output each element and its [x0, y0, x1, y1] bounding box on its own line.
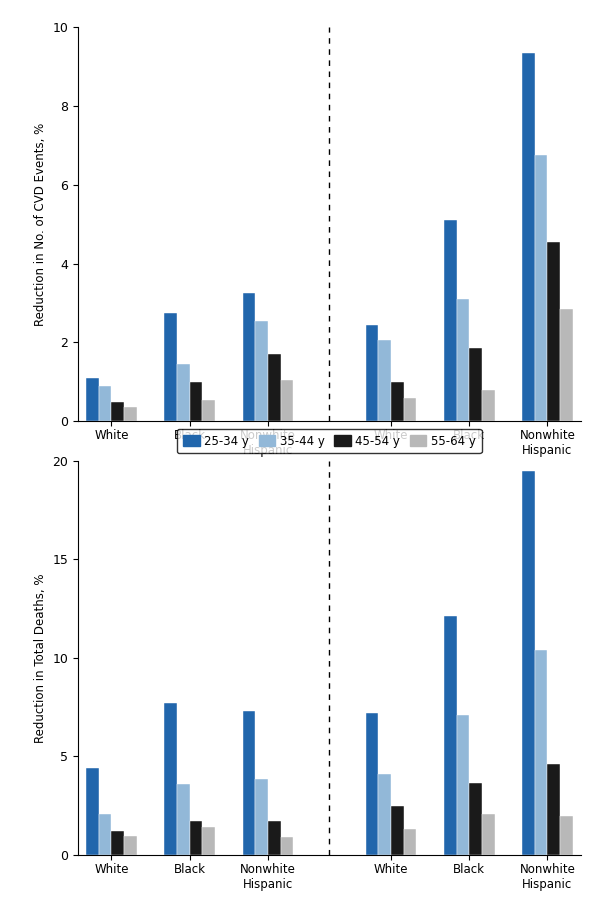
Bar — [456, 715, 469, 855]
Bar — [560, 309, 573, 421]
Bar — [522, 52, 535, 421]
Bar — [482, 814, 495, 855]
Bar — [111, 401, 124, 421]
Bar — [469, 783, 482, 855]
Bar — [177, 784, 190, 855]
Bar — [404, 398, 416, 421]
Bar — [268, 822, 280, 855]
Bar — [190, 822, 202, 855]
Bar — [522, 471, 535, 855]
Bar — [365, 713, 379, 855]
Bar — [404, 830, 416, 855]
Bar — [365, 325, 379, 421]
Bar — [86, 769, 99, 855]
Bar — [547, 764, 560, 855]
Bar — [190, 382, 202, 421]
Bar — [560, 815, 573, 855]
Y-axis label: Reduction in No. of CVD Events, %: Reduction in No. of CVD Events, % — [34, 122, 47, 326]
Bar — [456, 299, 469, 421]
Bar — [164, 703, 177, 855]
Bar — [391, 806, 404, 855]
Bar — [177, 364, 190, 421]
Bar — [379, 340, 391, 421]
Bar — [379, 774, 391, 855]
Bar — [482, 390, 495, 421]
Bar — [99, 386, 111, 421]
Text: Expansion Scenario 2: Expansion Scenario 2 — [394, 508, 544, 521]
Bar — [164, 313, 177, 421]
Bar — [124, 836, 137, 855]
Bar — [444, 616, 456, 855]
Bar — [391, 382, 404, 421]
Y-axis label: Reduction in Total Deaths, %: Reduction in Total Deaths, % — [34, 573, 47, 742]
Legend: 25-34 y, 35-44 y, 45-54 y, 55-64 y: 25-34 y, 35-44 y, 45-54 y, 55-64 y — [177, 428, 482, 454]
Bar — [444, 220, 456, 421]
Bar — [280, 837, 294, 855]
Bar — [124, 408, 137, 421]
Bar — [255, 779, 268, 855]
Bar — [111, 832, 124, 855]
Bar — [469, 348, 482, 421]
Bar — [86, 378, 99, 421]
Bar — [99, 814, 111, 855]
Bar — [535, 155, 547, 421]
Bar — [202, 827, 215, 855]
Bar — [535, 650, 547, 855]
Text: Expansion Scenario 1: Expansion Scenario 1 — [114, 508, 265, 521]
Bar — [243, 293, 255, 421]
Bar — [268, 355, 280, 421]
Bar — [255, 320, 268, 421]
Bar — [280, 380, 294, 421]
Bar — [243, 711, 255, 855]
Bar — [202, 400, 215, 421]
Bar — [547, 242, 560, 421]
